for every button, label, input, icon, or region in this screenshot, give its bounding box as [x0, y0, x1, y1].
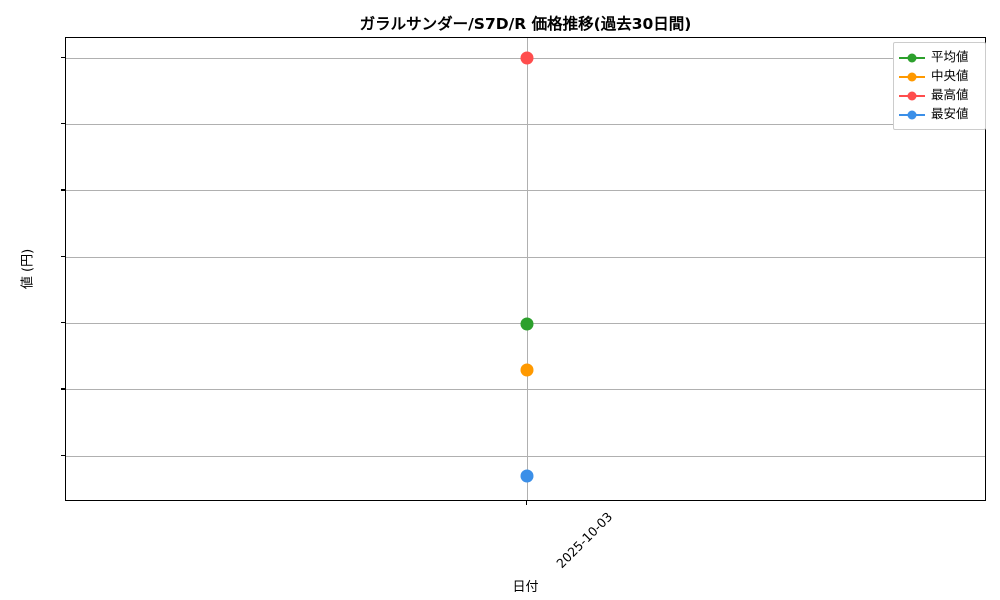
gridline-horizontal [66, 389, 985, 391]
legend-item[interactable]: 平均値 [894, 48, 985, 67]
y-tick-mark [61, 255, 65, 258]
data-point-marker [520, 51, 533, 65]
legend-marker-icon [899, 109, 925, 121]
legend-marker-icon [899, 90, 925, 102]
chart-title: ガラルサンダー/S7D/R 価格推移(過去30日間) [359, 15, 692, 33]
y-tick-mark [61, 189, 65, 191]
y-axis-label-wrapper: 値 (円) [8, 37, 36, 501]
gridline-horizontal [66, 256, 985, 258]
legend-item-label: 中央値 [931, 68, 969, 84]
x-tick-mark [525, 501, 527, 505]
data-point-marker [520, 317, 533, 331]
y-tick-mark [61, 56, 65, 59]
x-tick-label: 2025-10-03 [552, 509, 615, 571]
legend-marker-icon [899, 71, 925, 83]
y-axis-label: 値 (円) [20, 248, 36, 290]
legend-marker-icon [899, 52, 925, 64]
y-tick-mark [61, 123, 65, 125]
x-axis-label: 日付 [512, 580, 539, 595]
gridline-horizontal [66, 124, 985, 126]
legend-item-label: 最安値 [931, 106, 969, 122]
y-tick-mark [61, 388, 65, 390]
legend-item[interactable]: 最高値 [894, 86, 985, 105]
y-tick-mark [61, 322, 65, 324]
legend-item-label: 最高値 [931, 87, 969, 103]
legend-item[interactable]: 最安値 [894, 105, 985, 124]
y-tick-mark [61, 454, 65, 456]
legend-item[interactable]: 中央値 [894, 67, 985, 86]
data-point-marker [520, 469, 533, 483]
data-point-marker [520, 363, 533, 377]
chart-legend: 平均値中央値最高値最安値 [893, 42, 986, 130]
gridline-horizontal [66, 455, 985, 457]
plot-area [65, 37, 986, 501]
legend-item-label: 平均値 [931, 49, 969, 65]
gridline-vertical [526, 38, 528, 500]
gridline-horizontal [66, 190, 985, 192]
